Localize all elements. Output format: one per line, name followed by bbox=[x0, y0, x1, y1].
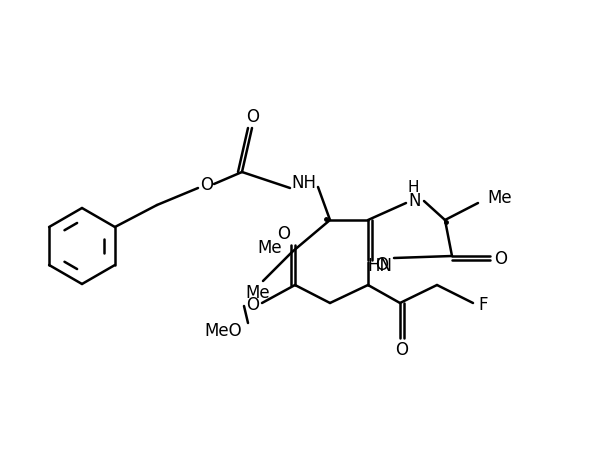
Text: O: O bbox=[246, 108, 260, 126]
Text: H: H bbox=[407, 181, 419, 196]
Text: O: O bbox=[495, 250, 507, 268]
Text: Me: Me bbox=[258, 239, 282, 257]
Text: NH: NH bbox=[291, 174, 317, 192]
Text: O: O bbox=[201, 176, 213, 194]
Text: O: O bbox=[395, 341, 409, 359]
Text: O: O bbox=[278, 225, 290, 243]
Text: F: F bbox=[478, 296, 488, 314]
Text: O: O bbox=[246, 296, 260, 314]
Text: MeO: MeO bbox=[204, 322, 242, 340]
Text: Me: Me bbox=[487, 189, 512, 207]
Text: O: O bbox=[376, 256, 388, 274]
Text: N: N bbox=[409, 192, 421, 210]
Text: HN: HN bbox=[367, 257, 392, 275]
Text: Me: Me bbox=[246, 284, 270, 302]
